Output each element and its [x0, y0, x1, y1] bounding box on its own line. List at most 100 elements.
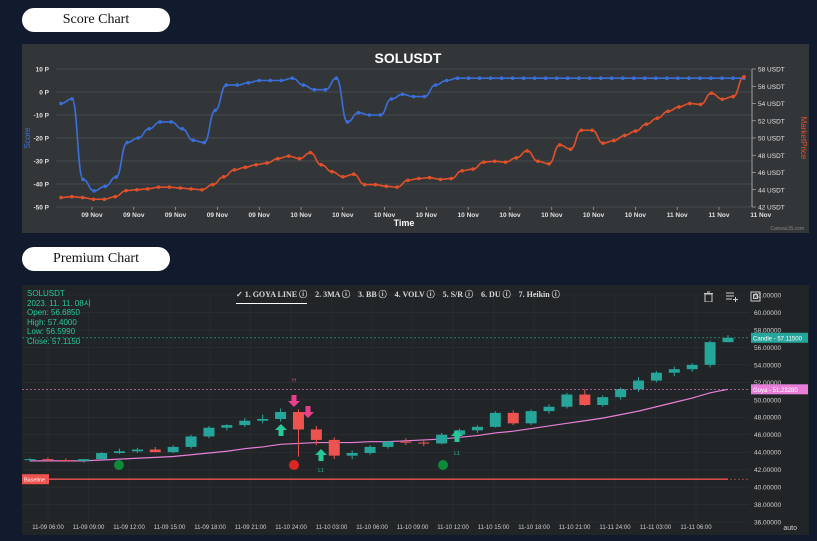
right-tick-label: 50 USDT [758, 136, 785, 143]
score-point [587, 76, 592, 80]
candle-body [60, 460, 72, 462]
goya-line [30, 388, 729, 462]
fullscreen-icon[interactable] [750, 291, 761, 302]
price-point [102, 197, 107, 202]
x-tick-label: 11 Nov [709, 212, 730, 219]
time-tick-label: 11-09 18:00 [194, 525, 226, 531]
price-point [265, 161, 269, 165]
score-point [367, 113, 372, 117]
score-point [279, 78, 284, 83]
candle-body [185, 436, 197, 447]
price-point [135, 187, 139, 192]
price-line [60, 75, 745, 201]
price-point [341, 175, 345, 179]
score-point [356, 110, 361, 115]
x-tick-label: 09 Nov [123, 212, 145, 219]
score-chart-svg: SOLUSDT 10 P 0 P -10 P -20 P -30 P -40 P -50 P 5… [23, 50, 808, 232]
x-tick-label: 11 Nov [750, 212, 771, 219]
candle-body [704, 342, 716, 365]
up-arrow-icon [315, 449, 327, 461]
price-point [698, 102, 703, 107]
candle-body [24, 459, 36, 461]
price-point [124, 188, 128, 193]
price-tick-label: 38.00000 [754, 502, 781, 509]
time-tick-label: 11-09 09:00 [73, 525, 105, 531]
price-point [70, 194, 74, 199]
tab-sr[interactable]: 5. S/R ⓘ [442, 290, 474, 299]
time-tick-label: 11-10 18:00 [518, 525, 550, 531]
time-tick-label: 11-09 06:00 [32, 525, 64, 531]
add-list-icon[interactable] [726, 291, 738, 302]
premium-chart-button[interactable]: Premium Chart [22, 247, 170, 271]
price-point [59, 195, 63, 200]
score-point [654, 76, 658, 80]
goya-price-tag-text: Goya - 51.23280 [753, 388, 798, 394]
goya-price-tag [751, 384, 808, 395]
price-point [492, 159, 497, 164]
time-tick-label: 11-11 06:00 [680, 525, 712, 531]
price-tick-label: 44.00000 [754, 450, 781, 457]
candle-body [579, 394, 591, 406]
score-point [632, 76, 636, 80]
price-point [286, 154, 291, 158]
x-tick-label: 10 Nov [374, 212, 396, 219]
price-tick-label: 40.00000 [754, 485, 781, 492]
candle-body [346, 453, 358, 456]
price-tick-label: 56.00000 [754, 345, 781, 352]
premium-chart-panel: 62.00000 60.00000 58.00000 56.00000 54.00000… [22, 285, 809, 535]
price-point [384, 184, 389, 189]
score-point [433, 83, 438, 87]
tab-3ma[interactable]: 2. 3MA ⓘ [315, 290, 350, 299]
score-point [610, 76, 614, 80]
score-chart-panel: SOLUSDT 10 P 0 P -10 P -20 P -30 P -40 P -50 P 5… [22, 44, 809, 233]
candle-body [471, 426, 483, 431]
price-point [709, 91, 714, 95]
price-point [438, 177, 443, 182]
score-point [59, 101, 63, 106]
price-point [362, 182, 367, 187]
score-point [246, 81, 251, 85]
time-tick-label: 11-11 24:00 [599, 525, 631, 531]
score-point [235, 83, 240, 87]
tab-heikin[interactable]: 7. Heikin ⓘ [518, 290, 560, 299]
left-tick-label: -30 P [33, 159, 49, 166]
x-tick-label: 11 Nov [667, 212, 688, 219]
legend-high: High: 57.4000 [27, 317, 77, 327]
price-point [91, 197, 96, 202]
price-tick-label: 36.00000 [754, 520, 781, 527]
price-point [221, 175, 226, 179]
left-tick-label: -40 P [33, 182, 49, 189]
legend-date: 2023. 11. 11. 08시 [27, 298, 92, 308]
candle-body [686, 364, 698, 370]
x-tick-label: 09 Nov [249, 212, 271, 219]
right-tick-label: 48 USDT [758, 153, 785, 160]
candle-body [615, 389, 627, 398]
price-point [395, 185, 399, 189]
tab-bb[interactable]: 3. BB ⓘ [357, 290, 387, 299]
candle-body [507, 412, 519, 424]
up-arrow-icon [451, 430, 463, 442]
score-chart-button[interactable]: Score Chart [22, 8, 170, 32]
candle-body [149, 449, 161, 453]
score-point [455, 76, 460, 80]
tab-volv[interactable]: 4. VOLV ⓘ [394, 290, 435, 299]
price-tick-label: 48.00000 [754, 415, 781, 422]
time-tick-label: 11-09 21:00 [235, 525, 267, 531]
tab-du[interactable]: 6. DU ⓘ [481, 290, 511, 299]
time-tick-label: 11-10 03:00 [316, 525, 348, 531]
score-point [180, 127, 184, 131]
tab-goya-line[interactable]: ✓ 1. GOYA LINE ⓘ [236, 289, 308, 304]
ohlc-legend: SOLUSDT 2023. 11. 11. 08시 Open: 56.6850 … [27, 289, 91, 347]
left-tick-label: 0 P [39, 90, 49, 97]
x-tick-label: 10 Nov [332, 212, 354, 219]
score-point [81, 177, 85, 182]
price-point [308, 150, 313, 155]
left-tick-label: -10 P [33, 113, 49, 120]
trash-icon[interactable] [703, 291, 714, 302]
score-point [158, 120, 162, 124]
price-point [471, 167, 475, 171]
left-tick-label: 10 P [36, 67, 50, 74]
price-point [373, 182, 378, 187]
candle-body [221, 425, 233, 428]
score-point [731, 76, 735, 80]
